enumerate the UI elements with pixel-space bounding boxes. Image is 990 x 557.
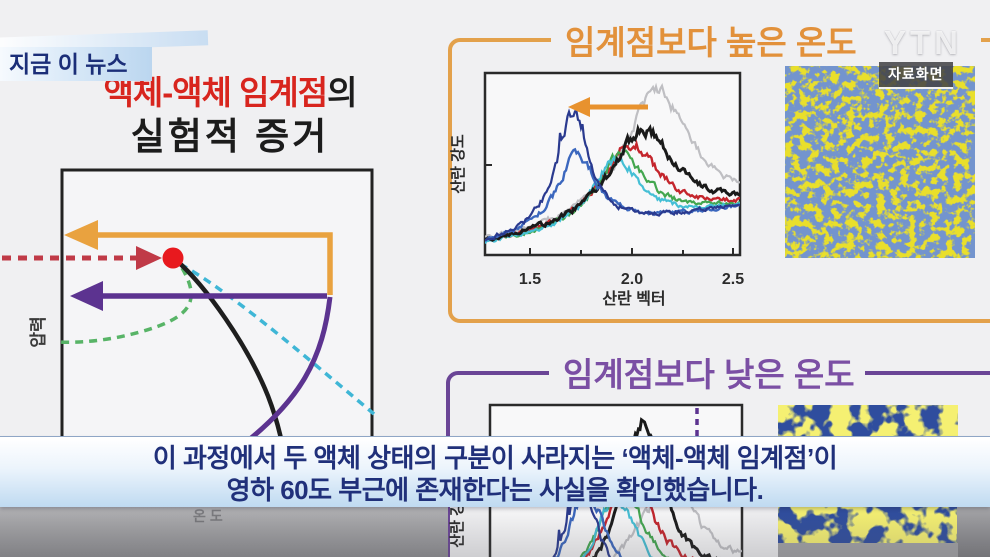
speckle-pattern-high-temp — [785, 66, 975, 258]
headline: 액체-액체 임계점의 실험적 증거 — [52, 72, 408, 160]
faint-temperature-axis-label: 온도 — [193, 508, 227, 524]
orange-arrowhead-icon — [64, 220, 98, 250]
x-axis-label: 산란 벡터 — [602, 290, 665, 308]
x-tick-label: 2.5 — [722, 271, 744, 288]
series-black — [485, 123, 740, 242]
pressure-axis-label: 압력 — [28, 316, 48, 347]
section-title-high-temp: 임계점보다 높은 온도 — [551, 16, 981, 64]
red-arrowhead-icon — [136, 246, 162, 270]
purple-arrowhead-icon — [70, 281, 103, 311]
bottom-left-gray-area — [0, 507, 448, 557]
series-black — [590, 417, 721, 557]
green-dashed-curve — [57, 267, 193, 344]
caption-bar: 이 과정에서 두 액체 상태의 구분이 사라지는 ‘액체-액체 임계점’이 영하… — [0, 437, 990, 507]
scattering-chart-high-temp: 1.5 2.0 2.5 산란 벡터 산란 강도 — [449, 71, 744, 308]
series-blue — [554, 481, 623, 557]
footage-badge: 자료화면 — [879, 62, 953, 89]
headline-suffix: 의 — [327, 74, 357, 111]
under-speckle-gray-area — [778, 543, 958, 557]
x-tick-label: 2.0 — [621, 271, 643, 288]
caption-line1: 이 과정에서 두 액체 상태의 구분이 사라지는 ‘액체-액체 임계점’이 — [152, 443, 838, 473]
headline-line2: 실험적 증거 — [130, 116, 330, 157]
bottom-right-gray-area — [957, 507, 990, 557]
orange-cooling-path — [96, 232, 333, 295]
x-tick-label: 1.5 — [519, 271, 541, 288]
y-axis-label: 산란 강도 — [449, 134, 467, 194]
caption-line2: 영하 60도 부근에 존재한다는 사실을 확인했습니다. — [226, 475, 764, 505]
critical-point-dot — [162, 247, 184, 269]
peak-shift-arrowhead-icon — [568, 97, 590, 117]
series-blue — [485, 147, 740, 243]
series-gray — [612, 485, 742, 557]
news-ticker-label: 지금 이 뉴스 — [0, 47, 152, 81]
channel-logo: YTN — [884, 24, 962, 61]
series-cyan — [485, 154, 740, 244]
series-navy-lowest-T — [485, 108, 740, 242]
section-title-low-temp: 임계점보다 낮은 온도 — [549, 348, 865, 396]
